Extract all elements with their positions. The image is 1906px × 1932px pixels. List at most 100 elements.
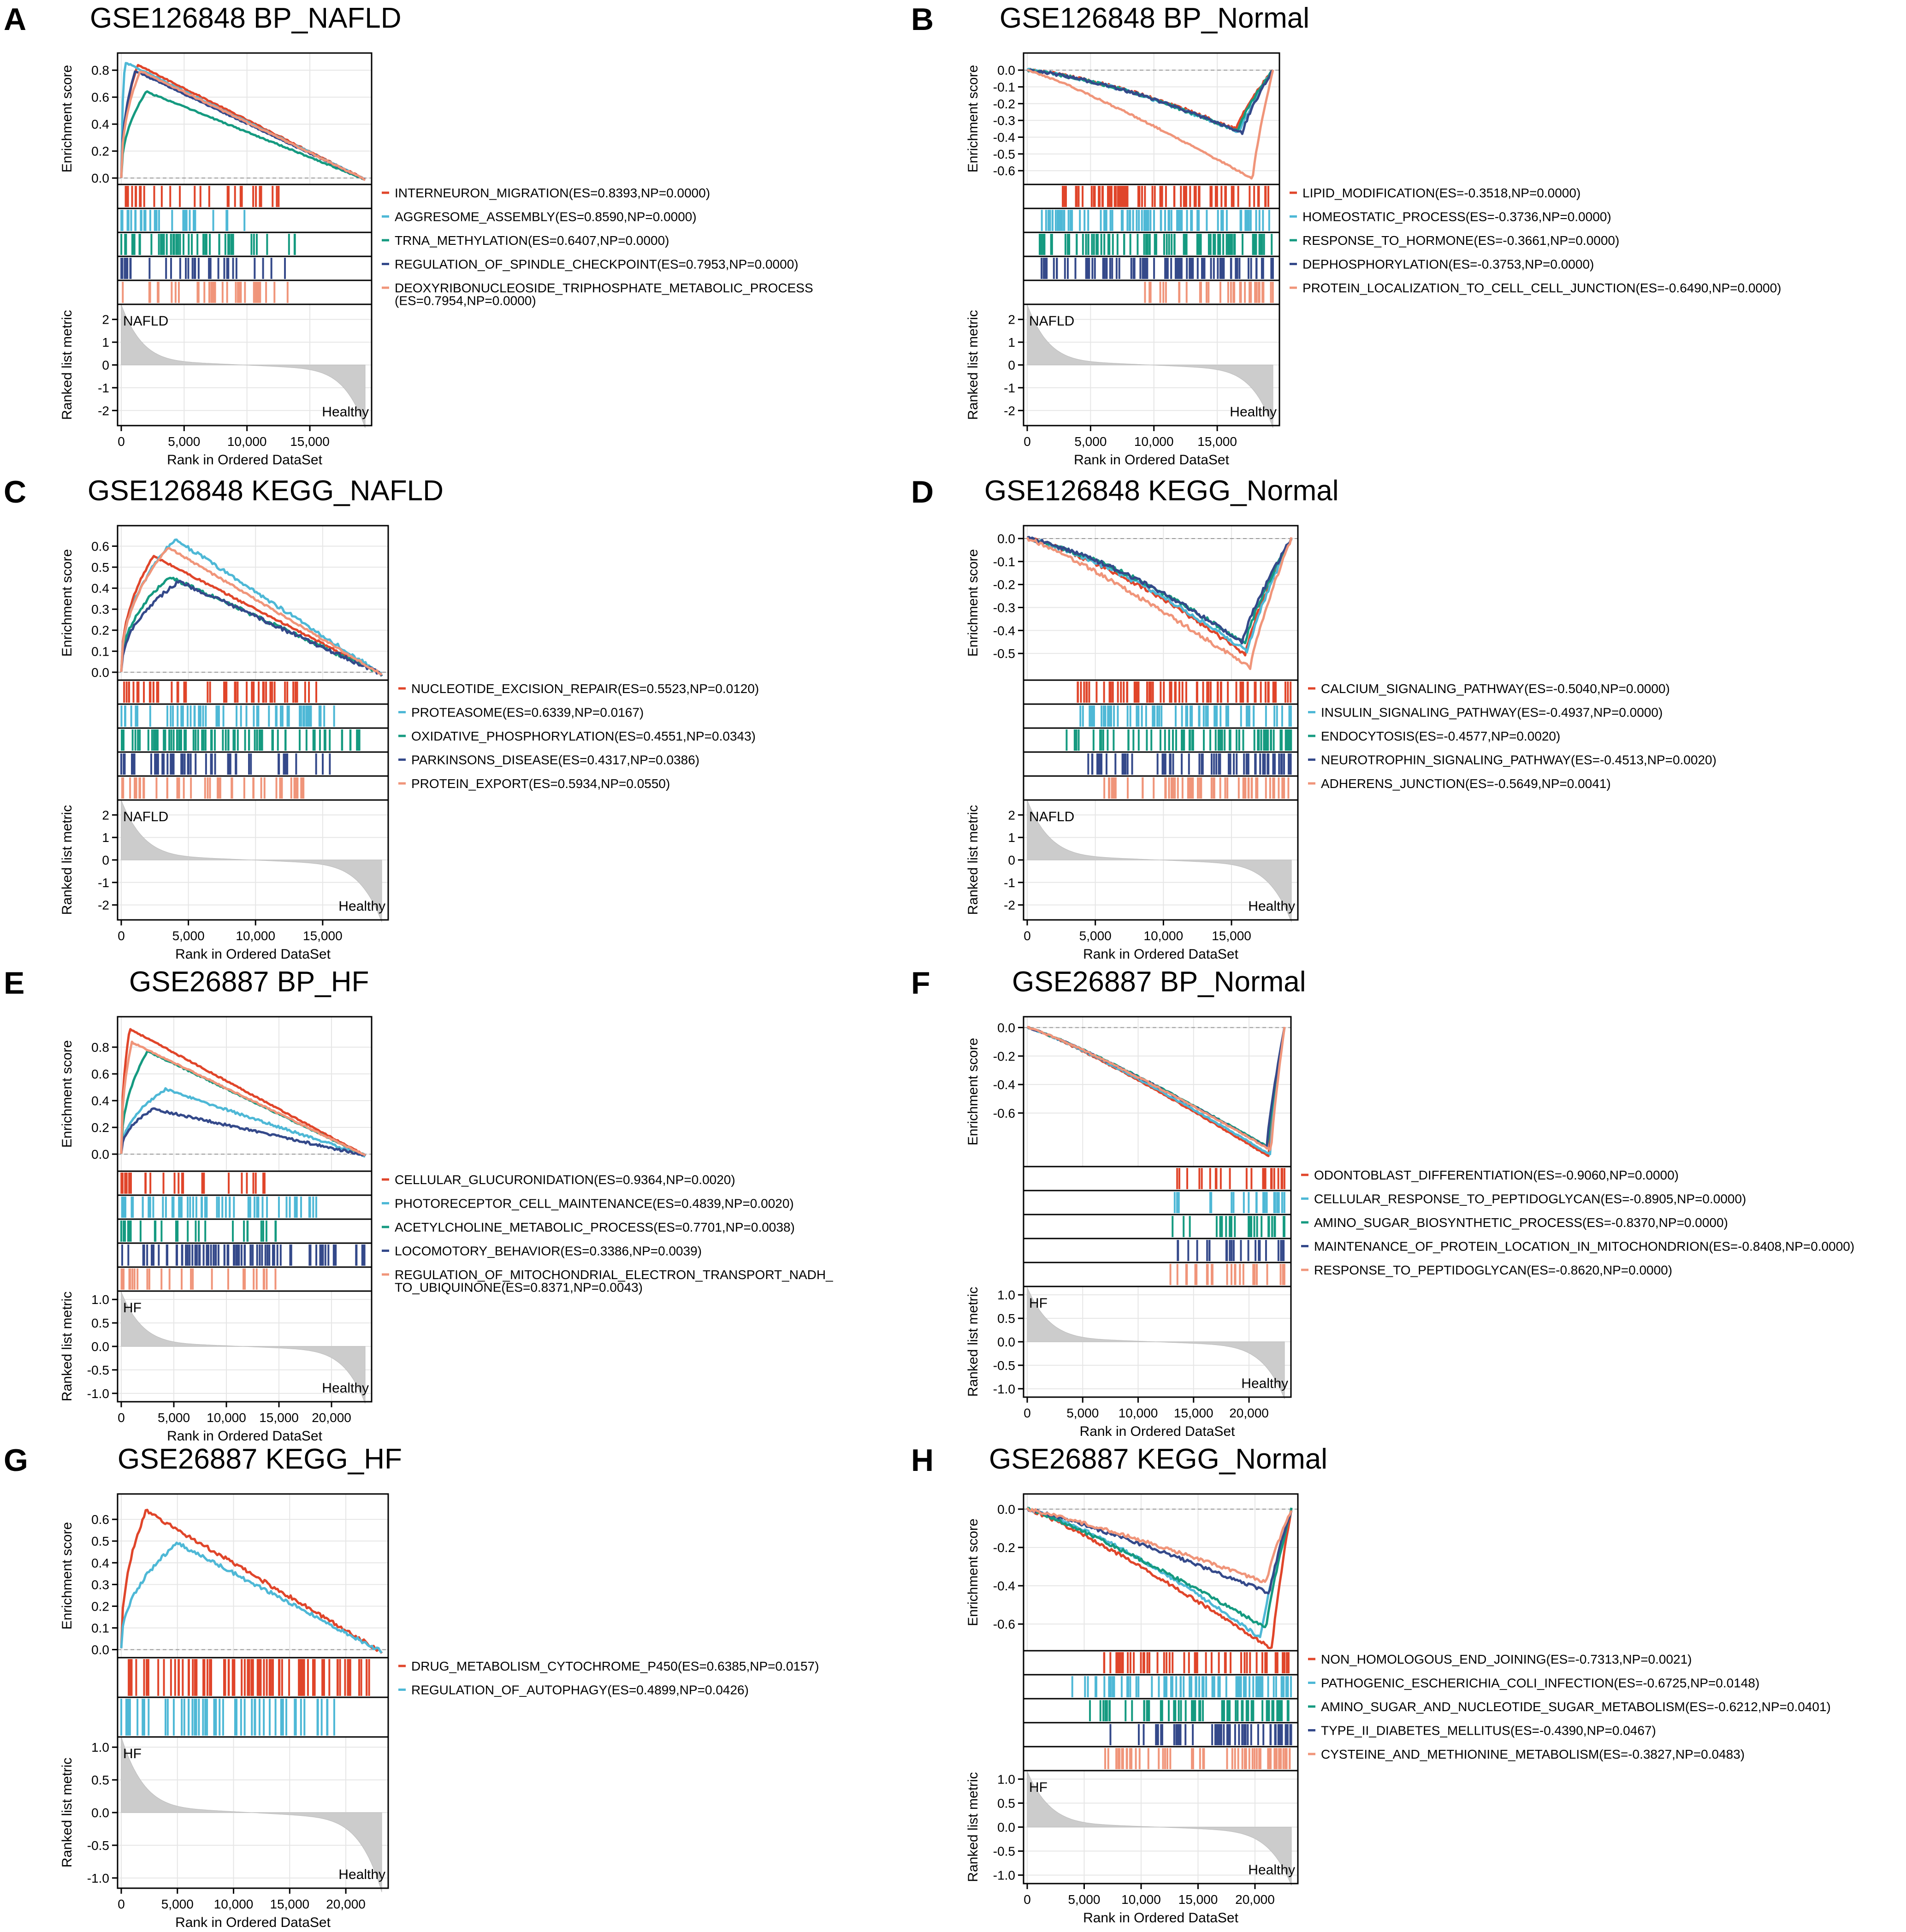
x-tick-label: 0 bbox=[118, 1897, 125, 1911]
es-curve-navy bbox=[120, 1107, 366, 1157]
x-tick-label: 15,000 bbox=[290, 434, 330, 449]
ranked-metric-area bbox=[1027, 1771, 1292, 1886]
es-curve-salmon bbox=[120, 547, 383, 676]
x-tick-label: 0 bbox=[118, 434, 125, 449]
legend-label: OXIDATIVE_PHOSPHORYLATION(ES=0.4551,NP=0… bbox=[411, 729, 756, 743]
es-tick-label: -0.5 bbox=[993, 147, 1015, 161]
es-tick-label: 0.0 bbox=[91, 1643, 109, 1657]
legend-label: NON_HOMOLOGOUS_END_JOINING(ES=-0.7313,NP… bbox=[1321, 1652, 1692, 1666]
legend-label: INTERNEURON_MIGRATION(ES=0.8393,NP=0.000… bbox=[395, 186, 710, 200]
es-curve-teal bbox=[1026, 68, 1274, 132]
es-tick-label: 0.4 bbox=[91, 581, 109, 596]
x-tick-label: 10,000 bbox=[1144, 929, 1184, 943]
es-curve-red bbox=[1026, 1507, 1293, 1649]
legend-label: DEPHOSPHORYLATION(ES=-0.3753,NP=0.0000) bbox=[1302, 257, 1594, 272]
x-tick-label: 10,000 bbox=[207, 1410, 246, 1425]
es-tick-label: 0.2 bbox=[91, 1120, 109, 1135]
panel-title: GSE26887 BP_HF bbox=[129, 966, 369, 998]
panel-B: B GSE126848 BP_Normal 0.0 -0.1 -0.2 -0.3 -0.4 -… bbox=[911, 2, 1782, 468]
es-axis-label: Enrichment score bbox=[59, 65, 75, 172]
legend-label: CYSTEINE_AND_METHIONINE_METABOLISM(ES=-0… bbox=[1321, 1747, 1745, 1761]
es-tick-label: 0.3 bbox=[91, 1577, 109, 1592]
phenotype-top-label: HF bbox=[123, 1300, 142, 1316]
phenotype-top-label: NAFLD bbox=[123, 809, 168, 824]
x-axis-label: Rank in Ordered DataSet bbox=[167, 1428, 323, 1444]
es-curve-cyan bbox=[120, 1087, 366, 1158]
metric-tick-label: 1.0 bbox=[91, 1740, 109, 1754]
x-tick-label: 20,000 bbox=[1235, 1892, 1275, 1907]
es-tick-label: 0.4 bbox=[91, 1556, 109, 1570]
metric-tick-label: 2 bbox=[1008, 808, 1015, 822]
es-tick-label: -0.4 bbox=[993, 130, 1015, 144]
es-tick-label: 0.3 bbox=[91, 602, 109, 616]
metric-tick-label: -2 bbox=[1004, 898, 1015, 913]
x-tick-label: 5,000 bbox=[161, 1897, 194, 1911]
legend-label: DEOXYRIBONUCLEOSIDE_TRIPHOSPHATE_METABOL… bbox=[395, 281, 813, 295]
es-tick-label: -0.2 bbox=[993, 97, 1015, 111]
legend-label: ENDOCYTOSIS(ES=-0.4577,NP=0.0020) bbox=[1321, 729, 1560, 743]
x-tick-label: 5,000 bbox=[172, 929, 205, 943]
es-tick-label: -0.6 bbox=[993, 1106, 1015, 1120]
legend-label: PROTEIN_EXPORT(ES=0.5934,NP=0.0550) bbox=[411, 776, 670, 791]
ranked-metric-area bbox=[1027, 304, 1273, 428]
phenotype-top-label: HF bbox=[1029, 1296, 1048, 1311]
es-tick-label: 0.5 bbox=[91, 1534, 109, 1548]
metric-axis-label: Ranked list metric bbox=[59, 1758, 75, 1867]
metric-tick-label: 1 bbox=[1008, 830, 1015, 845]
metric-tick-label: 0.0 bbox=[91, 1806, 109, 1820]
es-tick-label: -0.6 bbox=[993, 164, 1015, 178]
es-tick-label: 0.1 bbox=[91, 1621, 109, 1636]
x-tick-label: 15,000 bbox=[1212, 929, 1251, 943]
x-axis-label: Rank in Ordered DataSet bbox=[1080, 1424, 1236, 1439]
es-tick-label: -0.4 bbox=[993, 1579, 1015, 1593]
x-tick-label: 10,000 bbox=[1119, 1406, 1158, 1420]
metric-axis-label: Ranked list metric bbox=[965, 1772, 981, 1882]
es-axis-label: Enrichment score bbox=[965, 65, 981, 172]
x-tick-label: 5,000 bbox=[1074, 434, 1107, 449]
metric-tick-label: -1 bbox=[1004, 381, 1015, 395]
panel-letter: C bbox=[4, 474, 26, 510]
ranked-metric-area bbox=[121, 304, 366, 428]
hit-band-navy bbox=[1023, 1238, 1292, 1263]
x-tick-label: 10,000 bbox=[236, 929, 275, 943]
es-tick-label: 0.8 bbox=[91, 1040, 109, 1055]
phenotype-top-label: HF bbox=[123, 1746, 142, 1761]
panel-letter: A bbox=[4, 2, 26, 37]
es-curve-navy bbox=[1026, 68, 1274, 135]
panel-letter: B bbox=[911, 2, 934, 37]
es-tick-label: 0.4 bbox=[91, 1094, 109, 1108]
hit-band-cyan bbox=[1023, 1190, 1292, 1215]
legend-label: CELLULAR_RESPONSE_TO_PEPTIDOGLYCAN(ES=-0… bbox=[1314, 1192, 1746, 1206]
es-curve-red bbox=[120, 1028, 366, 1156]
metric-tick-label: -1.0 bbox=[993, 1382, 1015, 1396]
ranked-metric-area bbox=[1027, 1287, 1285, 1399]
hit-band-navy bbox=[117, 255, 373, 281]
legend-label: PARKINSONS_DISEASE(ES=0.4317,NP=0.0386) bbox=[411, 753, 699, 767]
panel-F: F GSE26887 BP_Normal 0.0 -0.2 -0.4 -0.6 Enrich… bbox=[911, 966, 1854, 1439]
legend-label: MAINTENANCE_OF_PROTEIN_LOCATION_IN_MITOC… bbox=[1314, 1239, 1854, 1254]
metric-tick-label: -0.5 bbox=[87, 1838, 109, 1853]
metric-tick-label: 2 bbox=[1008, 313, 1015, 327]
phenotype-bottom-label: Healthy bbox=[322, 404, 369, 420]
metric-tick-label: -0.5 bbox=[87, 1363, 109, 1377]
x-axis-label: Rank in Ordered DataSet bbox=[1083, 947, 1239, 962]
legend-label: PATHOGENIC_ESCHERICHIA_COLI_INFECTION(ES… bbox=[1321, 1676, 1759, 1690]
es-axis-label: Enrichment score bbox=[965, 1038, 981, 1145]
es-tick-label: 0.0 bbox=[997, 1502, 1015, 1517]
es-tick-label: -0.1 bbox=[993, 80, 1015, 94]
legend-label: LIPID_MODIFICATION(ES=-0.3518,NP=0.0000) bbox=[1302, 186, 1580, 200]
hit-band-navy bbox=[1023, 751, 1299, 777]
panel-G: G GSE26887 KEGG_HF 0.0 0.1 0.2 0.3 0.4 0.5 0.6 En… bbox=[4, 1443, 819, 1930]
panel-letter: F bbox=[911, 966, 930, 1001]
phenotype-bottom-label: Healthy bbox=[1248, 1862, 1295, 1878]
x-tick-label: 0 bbox=[1024, 434, 1031, 449]
metric-tick-label: 0.0 bbox=[997, 1335, 1015, 1349]
metric-axis-label: Ranked list metric bbox=[965, 1287, 981, 1397]
legend-label: AGGRESOME_ASSEMBLY(ES=0.8590,NP=0.0000) bbox=[395, 210, 697, 224]
legend-label: ACETYLCHOLINE_METABOLIC_PROCESS(ES=0.770… bbox=[395, 1220, 795, 1234]
phenotype-bottom-label: Healthy bbox=[322, 1381, 369, 1396]
x-tick-label: 5,000 bbox=[168, 434, 200, 449]
es-curve-cyan bbox=[120, 1541, 383, 1654]
legend-label: REGULATION_OF_SPINDLE_CHECKPOINT(ES=0.79… bbox=[395, 257, 799, 272]
